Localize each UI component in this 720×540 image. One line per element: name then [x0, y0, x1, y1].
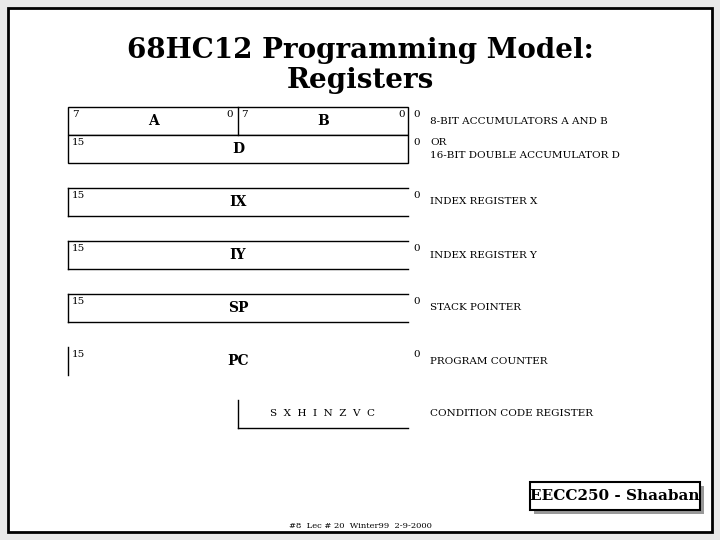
Bar — [530, 482, 700, 510]
Text: 15: 15 — [72, 244, 85, 253]
Text: 15: 15 — [72, 191, 85, 200]
Bar — [68, 135, 408, 163]
Text: 8-BIT ACCUMULATORS A AND B: 8-BIT ACCUMULATORS A AND B — [430, 117, 608, 125]
Text: IX: IX — [229, 195, 247, 209]
Text: 0: 0 — [226, 110, 233, 119]
Text: S  X  H  I  N  Z  V  C: S X H I N Z V C — [271, 409, 376, 418]
Text: INDEX REGISTER Y: INDEX REGISTER Y — [430, 251, 537, 260]
Text: B: B — [317, 114, 329, 128]
Text: STACK POINTER: STACK POINTER — [430, 303, 521, 313]
Text: 15: 15 — [72, 297, 85, 306]
Text: 7: 7 — [72, 110, 78, 119]
Bar — [534, 486, 704, 514]
Text: A: A — [148, 114, 158, 128]
Text: 15: 15 — [72, 138, 85, 147]
Text: 15: 15 — [72, 350, 85, 359]
Text: 16-BIT DOUBLE ACCUMULATOR D: 16-BIT DOUBLE ACCUMULATOR D — [430, 151, 620, 160]
Text: D: D — [232, 142, 244, 156]
Text: 0: 0 — [398, 110, 405, 119]
Text: Registers: Registers — [287, 66, 433, 93]
Text: 0: 0 — [413, 138, 420, 147]
Text: INDEX REGISTER X: INDEX REGISTER X — [430, 198, 537, 206]
Text: OR: OR — [430, 138, 446, 147]
Text: 0: 0 — [413, 297, 420, 306]
Text: EECC250 - Shaaban: EECC250 - Shaaban — [530, 489, 700, 503]
Text: SP: SP — [228, 301, 248, 315]
Text: 0: 0 — [413, 110, 420, 119]
Text: 0: 0 — [413, 191, 420, 200]
Text: 0: 0 — [413, 244, 420, 253]
Bar — [68, 107, 408, 135]
Text: PROGRAM COUNTER: PROGRAM COUNTER — [430, 356, 547, 366]
Text: #8  Lec # 20  Winter99  2-9-2000: #8 Lec # 20 Winter99 2-9-2000 — [289, 522, 431, 530]
Text: 0: 0 — [413, 350, 420, 359]
Text: IY: IY — [230, 248, 246, 262]
Text: 68HC12 Programming Model:: 68HC12 Programming Model: — [127, 37, 593, 64]
Text: PC: PC — [228, 354, 249, 368]
Text: CONDITION CODE REGISTER: CONDITION CODE REGISTER — [430, 409, 593, 418]
Text: 7: 7 — [241, 110, 248, 119]
